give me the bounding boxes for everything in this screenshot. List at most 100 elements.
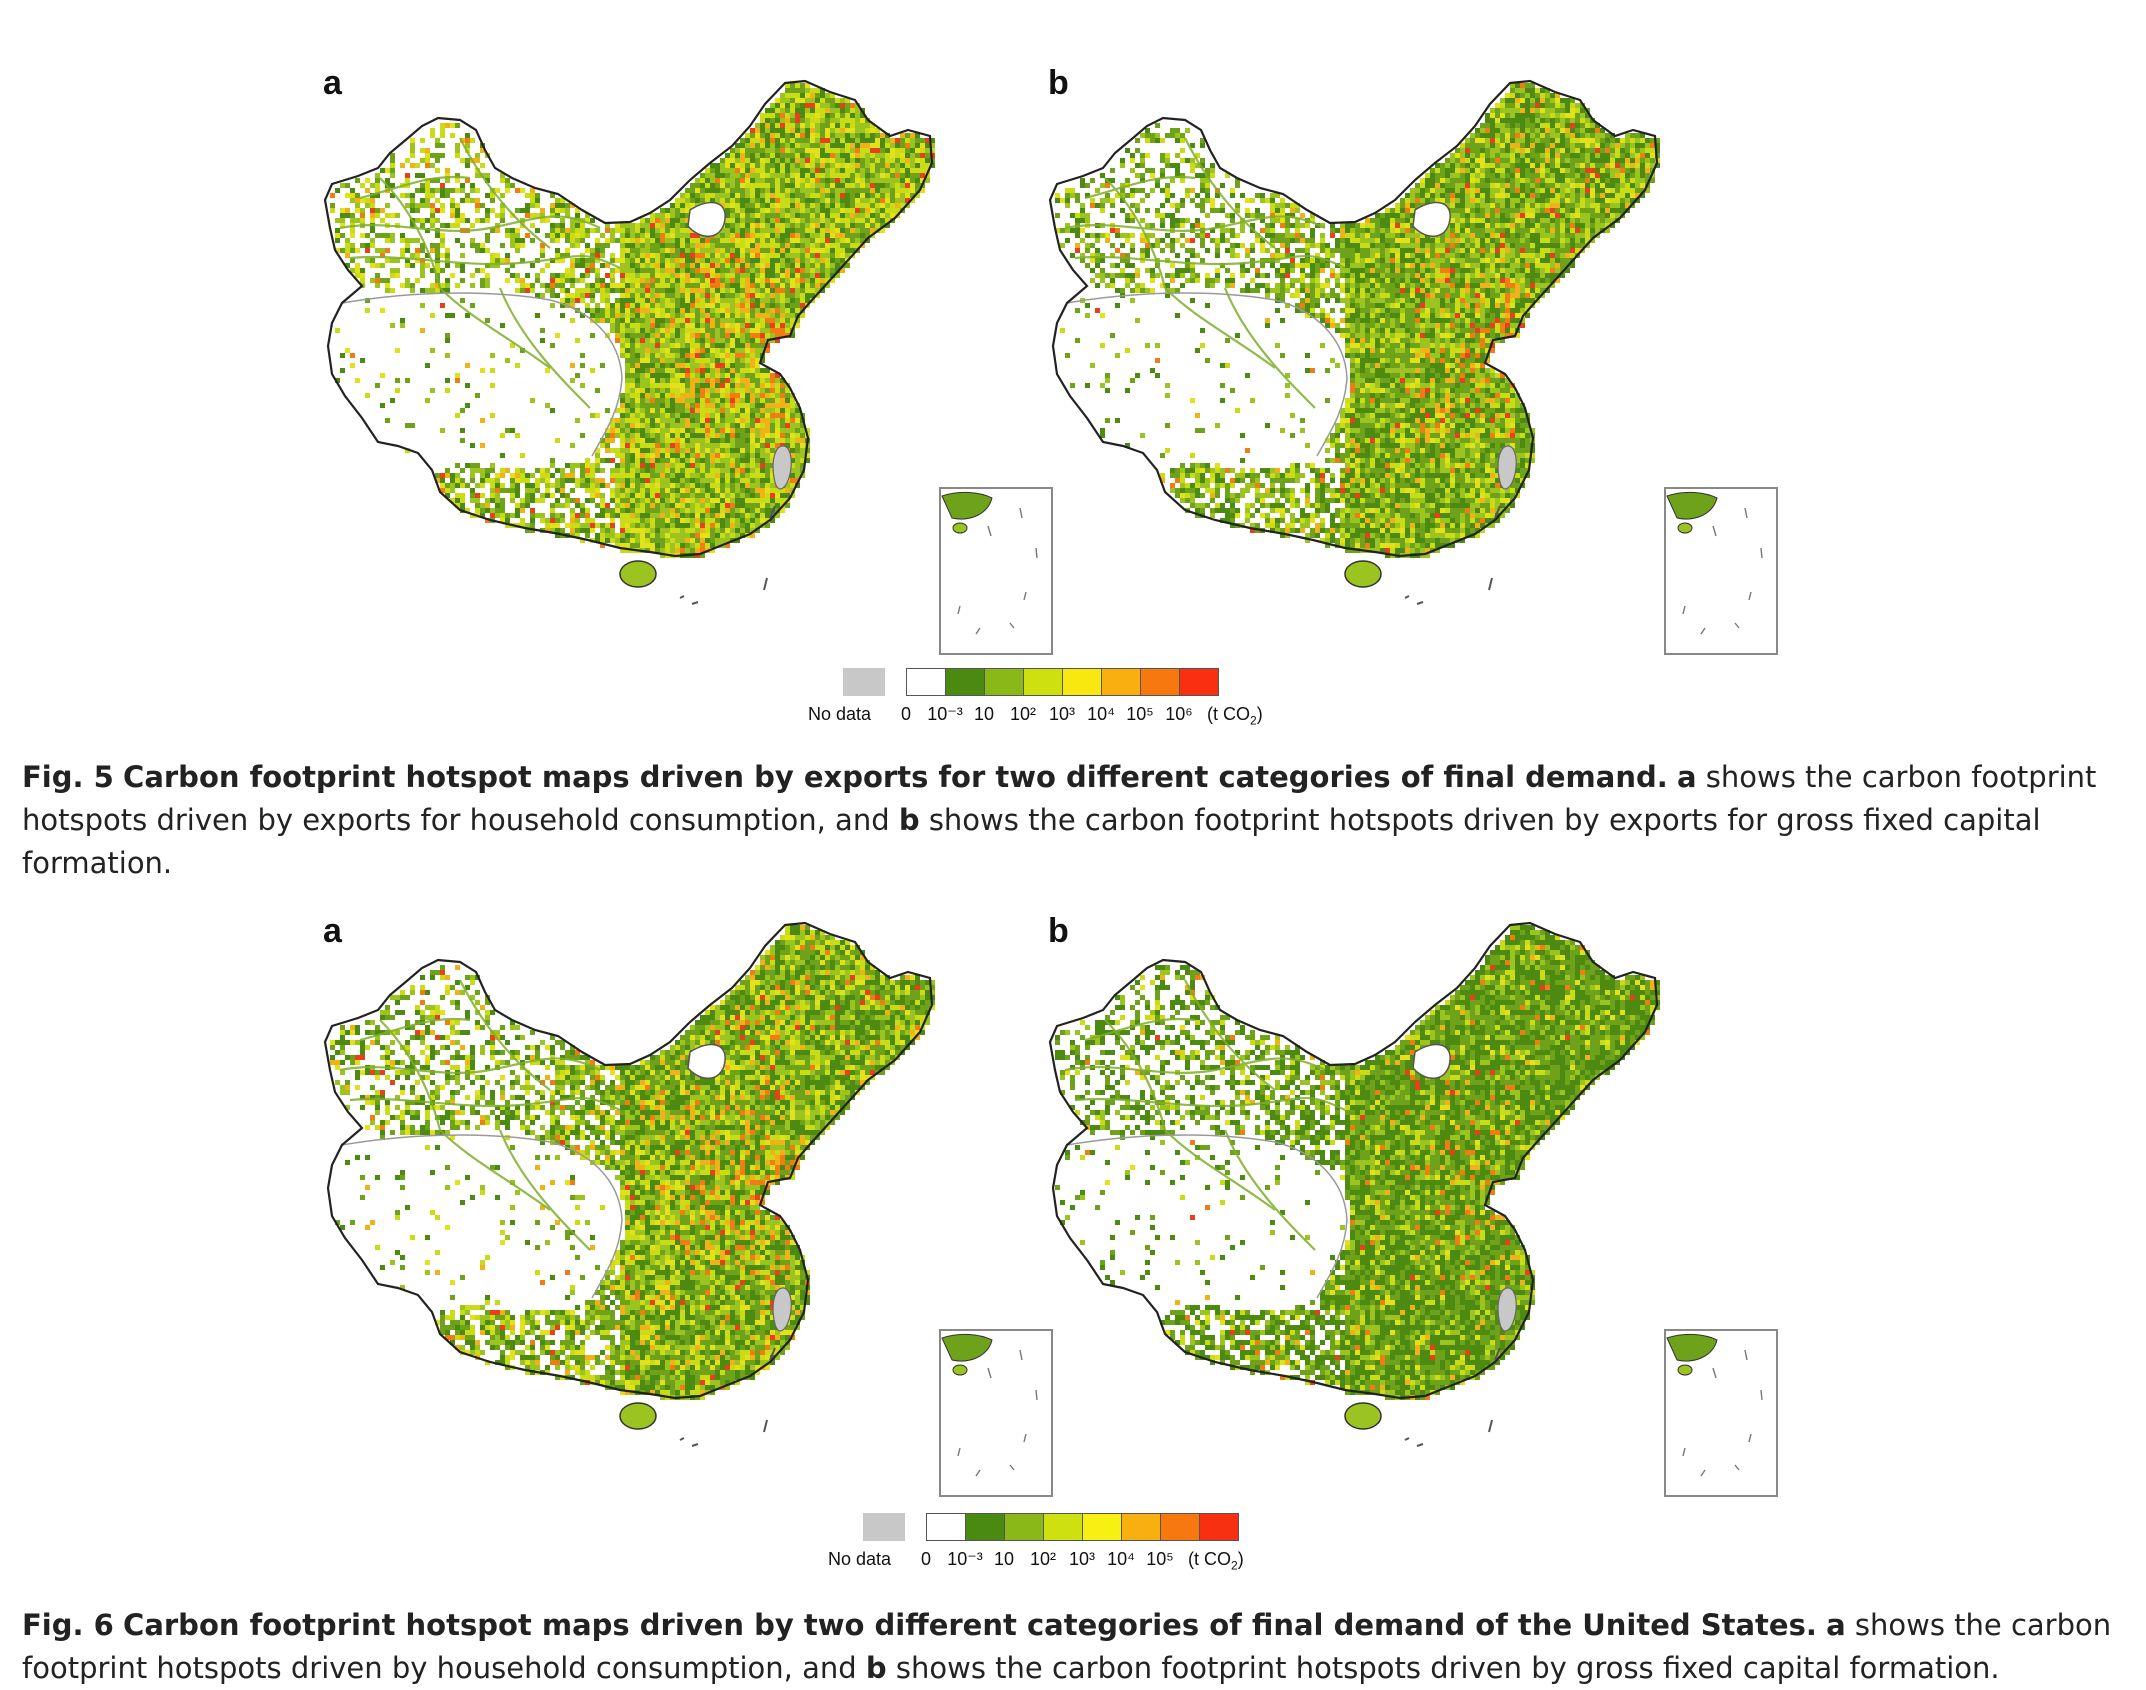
hotspot-cell [785, 408, 790, 413]
hotspot-cell [730, 153, 735, 158]
hotspot-cell [790, 218, 795, 223]
hotspot-cell [715, 328, 720, 333]
hotspot-cell [1545, 103, 1550, 108]
hotspot-cell [475, 158, 480, 163]
hotspot-cell [780, 323, 785, 328]
hotspot-cell [350, 268, 355, 273]
hotspot-cell [710, 388, 715, 393]
hotspot-cell [855, 238, 860, 243]
hotspot-cell [770, 498, 775, 503]
hotspot-cell [595, 318, 600, 323]
hotspot-cell [375, 273, 380, 278]
hotspot-cell [490, 258, 495, 263]
hotspot-cell [880, 143, 885, 148]
hotspot-cell [655, 363, 660, 368]
hotspot-cell [380, 168, 385, 173]
hotspot-cell [675, 513, 680, 518]
hotspot-cell [1595, 138, 1600, 143]
hotspot-cell [570, 278, 575, 283]
hotspot-cell [895, 203, 900, 208]
hotspot-cell [725, 543, 730, 548]
hotspot-cell [460, 498, 465, 503]
hotspot-cell [810, 243, 815, 248]
hotspot-cell [535, 488, 540, 493]
hotspot-cell [790, 263, 795, 268]
hotspot-cell [795, 273, 800, 278]
hotspot-cell [880, 158, 885, 163]
hotspot-cell [630, 288, 635, 293]
hotspot-cell [925, 163, 930, 168]
hotspot-cell [840, 98, 845, 103]
hotspot-cell [685, 373, 690, 378]
hotspot-cell [835, 173, 840, 178]
hotspot-cell [760, 308, 765, 313]
hotspot-cell [450, 498, 455, 503]
hotspot-cell [910, 163, 915, 168]
hotspot-cell [720, 303, 725, 308]
hotspot-cell [355, 198, 360, 203]
hotspot-cell [810, 278, 815, 283]
hotspot-cell [750, 358, 755, 363]
hotspot-cell [600, 248, 605, 253]
hotspot-cell [685, 378, 690, 383]
hotspot-cell [885, 138, 890, 143]
hotspot-cell [770, 198, 775, 203]
hotspot-cell [750, 508, 755, 513]
hotspot-cell [800, 138, 805, 143]
hotspot-cell [700, 508, 705, 513]
hotspot-cell [855, 108, 860, 113]
hotspot-cell [880, 148, 885, 153]
hotspot-cell [680, 363, 685, 368]
hotspot-cell [415, 248, 420, 253]
hotspot-cell [650, 428, 655, 433]
hotspot-cell [345, 183, 350, 188]
hotspot-cell [750, 448, 755, 453]
hotspot-cell [1490, 118, 1495, 123]
hotspot-cell [695, 453, 700, 458]
hotspot-cell [900, 153, 905, 158]
hotspot-cell [1560, 118, 1565, 123]
hotspot-cell [615, 288, 620, 293]
hotspot-cell [605, 523, 610, 528]
hotspot-cell [835, 248, 840, 253]
hotspot-cell [745, 413, 750, 418]
hotspot-cell [810, 273, 815, 278]
hotspot-cell [815, 213, 820, 218]
hotspot-cell [865, 158, 870, 163]
hotspot-cell [420, 203, 425, 208]
hotspot-cell [730, 283, 735, 288]
hotspot-cell [455, 218, 460, 223]
hotspot-cell [720, 453, 725, 458]
hotspot-cell [905, 168, 910, 173]
hotspot-cell [445, 468, 450, 473]
hotspot-cell [430, 128, 435, 133]
hotspot-cell [825, 153, 830, 158]
hotspot-cell [790, 83, 795, 88]
hotspot-cell [350, 218, 355, 223]
hotspot-cell [545, 288, 550, 293]
hotspot-cell [750, 333, 755, 338]
hotspot-cell [365, 258, 370, 263]
hotspot-cell [485, 508, 490, 513]
hotspot-cell [795, 88, 800, 93]
hotspot-cell [875, 178, 880, 183]
hotspot-cell [1545, 123, 1550, 128]
hotspot-cell [780, 108, 785, 113]
hotspot-cell [1560, 133, 1565, 138]
hotspot-cell [445, 173, 450, 178]
hotspot-cell [460, 478, 465, 483]
hotspot-cell [530, 213, 535, 218]
hotspot-cell [585, 243, 590, 248]
hotspot-cell [575, 463, 580, 468]
hotspot-cell [1525, 148, 1530, 153]
hotspot-cell [455, 493, 460, 498]
hotspot-cell [625, 233, 630, 238]
hotspot-cell [470, 463, 475, 468]
hotspot-cell [790, 248, 795, 253]
hotspot-cell [790, 443, 795, 448]
hotspot-cell [755, 203, 760, 208]
hotspot-cell [450, 213, 455, 218]
hotspot-cell [675, 523, 680, 528]
hotspot-cell [670, 423, 675, 428]
hotspot-cell [785, 98, 790, 103]
